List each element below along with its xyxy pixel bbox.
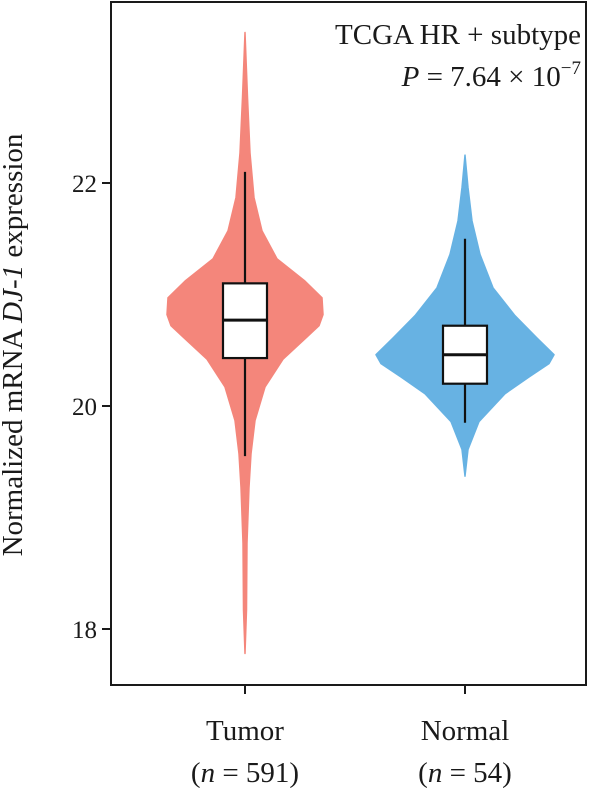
annotation-pvalue: P = 7.64 × 10−7 — [401, 58, 581, 93]
sample-size-value-tumor: = 591) — [215, 757, 299, 788]
sample-size-symbol-normal: n — [428, 757, 443, 788]
plot-frame — [110, 1, 587, 686]
x-axis: Tumor(n = 591)Normal(n = 54) — [191, 685, 512, 788]
sample-size-symbol-tumor: n — [201, 757, 216, 788]
pvalue-text: = 7.64 × 10 — [419, 61, 560, 93]
annotation-dataset: TCGA HR + subtype — [335, 19, 581, 51]
pvalue-exponent: −7 — [561, 58, 581, 79]
y-tick-label-22: 22 — [72, 171, 97, 198]
y-axis-label-suffix: expression — [0, 133, 29, 265]
boxplots-layer — [221, 171, 489, 457]
y-axis-label-prefix: Normalized mRNA — [0, 323, 29, 557]
y-axis-label: Normalized mRNA DJ-1 expression — [0, 133, 29, 556]
y-tick-label-18: 18 — [72, 617, 97, 644]
x-sample-size-tumor: (n = 591) — [191, 757, 299, 788]
pvalue-symbol: P — [401, 61, 420, 93]
sample-size-open-normal: ( — [418, 757, 428, 788]
y-axis-label-gene: DJ-1 — [0, 265, 29, 324]
x-sample-size-normal: (n = 54) — [418, 757, 512, 788]
sample-size-value-normal: = 54) — [442, 757, 512, 788]
x-category-label-normal: Normal — [421, 715, 510, 747]
y-tick-label-20: 20 — [72, 394, 97, 421]
x-category-label-tumor: Tumor — [206, 715, 284, 747]
y-axis: 18 20 22 — [72, 171, 111, 644]
sample-size-open-tumor: ( — [191, 757, 201, 788]
